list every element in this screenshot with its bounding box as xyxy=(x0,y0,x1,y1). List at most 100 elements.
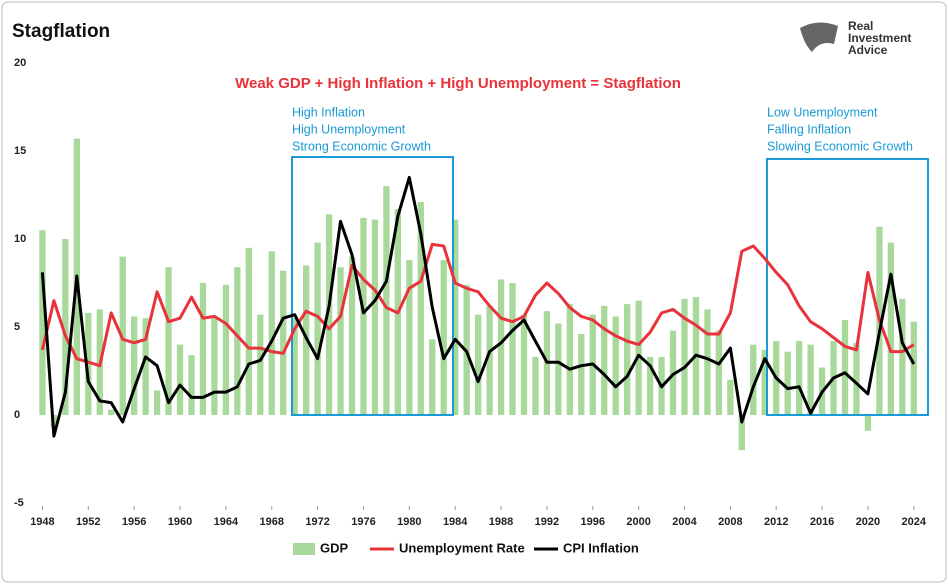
x-tick-label: 2016 xyxy=(810,516,834,528)
x-tick-label: 1956 xyxy=(122,516,146,528)
bar xyxy=(417,202,424,415)
bar xyxy=(578,334,585,415)
bar xyxy=(738,415,745,451)
bar xyxy=(486,305,493,415)
bar xyxy=(39,230,46,415)
y-tick-label: 10 xyxy=(14,233,26,245)
bar xyxy=(222,284,230,415)
bar xyxy=(887,242,895,415)
bar xyxy=(497,279,505,415)
annotation: Low Unemployment xyxy=(767,105,878,119)
legend-label: Unemployment Rate xyxy=(399,540,525,555)
bar xyxy=(910,321,917,415)
logo: Real Investment Advice xyxy=(800,19,911,57)
bar xyxy=(371,219,379,415)
x-tick-label: 1980 xyxy=(397,516,421,528)
bar xyxy=(325,214,333,415)
bar xyxy=(853,342,860,415)
line xyxy=(40,175,916,438)
line xyxy=(40,242,915,368)
x-tick-label: 2000 xyxy=(626,516,650,528)
bar xyxy=(257,314,264,415)
x-tick-label: 2012 xyxy=(764,516,788,528)
annotation: Falling Inflation xyxy=(767,122,851,136)
bar xyxy=(268,251,275,415)
x-tick-label: 1972 xyxy=(305,516,329,528)
bar xyxy=(864,415,872,431)
y-tick-label: 0 xyxy=(14,409,20,421)
x-tick-label: 1948 xyxy=(30,516,54,528)
bar xyxy=(108,409,115,415)
bar xyxy=(612,316,619,415)
bar xyxy=(234,267,241,415)
legend-label: CPI Inflation xyxy=(563,540,639,555)
x-tick-label: 1960 xyxy=(168,516,192,528)
brand-text: Real xyxy=(848,19,873,33)
bar xyxy=(153,390,161,415)
bar xyxy=(165,267,172,415)
bar xyxy=(761,349,768,415)
bar xyxy=(348,256,356,415)
brand-text: Advice xyxy=(848,43,888,57)
x-tick-label: 2020 xyxy=(856,516,880,528)
x-tick-label: 1992 xyxy=(535,516,559,528)
x-tick-label: 1984 xyxy=(443,516,468,528)
bar xyxy=(188,355,195,415)
x-tick-label: 1968 xyxy=(260,516,284,528)
x-tick-label: 1996 xyxy=(581,516,605,528)
bar xyxy=(784,351,791,415)
x-tick-label: 2004 xyxy=(672,516,697,528)
annotation: High Unemployment xyxy=(292,122,406,136)
annotation: High Inflation xyxy=(292,105,365,119)
annotation: Strong Economic Growth xyxy=(292,139,431,153)
bar xyxy=(509,283,516,415)
y-tick-label: -5 xyxy=(14,497,24,509)
chart-title: Stagflation xyxy=(12,21,110,42)
bar xyxy=(520,314,528,415)
bar xyxy=(245,247,252,415)
bar xyxy=(681,298,688,415)
bar xyxy=(899,298,906,415)
bar xyxy=(555,323,562,415)
bar xyxy=(750,344,757,415)
bar xyxy=(727,379,734,415)
bar xyxy=(715,330,723,415)
bar xyxy=(624,304,631,415)
highlight-box xyxy=(291,156,454,416)
bar xyxy=(176,344,184,415)
brand-text: Investment xyxy=(848,31,911,45)
x-tick-label: 2024 xyxy=(902,516,927,528)
x-tick-label: 1952 xyxy=(76,516,100,528)
bar xyxy=(280,270,287,415)
x-tick-label: 2008 xyxy=(718,516,742,528)
bar xyxy=(142,318,149,415)
bar xyxy=(314,242,321,415)
y-tick-label: 20 xyxy=(14,57,26,69)
legend-label: GDP xyxy=(320,540,349,555)
logo-mark xyxy=(800,22,838,52)
bar xyxy=(211,318,218,415)
y-tick-label: 15 xyxy=(14,145,26,157)
x-tick-label: 1964 xyxy=(214,516,239,528)
bar xyxy=(383,186,390,415)
subtitle: Weak GDP + High Inflation + High Unemplo… xyxy=(235,75,681,92)
bar xyxy=(440,260,447,415)
bar xyxy=(62,239,69,415)
bar xyxy=(795,341,803,415)
bar xyxy=(337,267,344,415)
bar xyxy=(452,219,459,415)
bar xyxy=(704,309,711,415)
bar xyxy=(291,318,298,415)
bar xyxy=(566,304,573,415)
x-tick-label: 1988 xyxy=(489,516,513,528)
y-tick-label: 5 xyxy=(14,321,20,333)
bar xyxy=(646,356,654,415)
legend-swatch xyxy=(293,543,315,555)
bar xyxy=(841,319,849,415)
x-tick-label: 1976 xyxy=(351,516,375,528)
bar xyxy=(131,316,138,415)
bar xyxy=(360,217,367,415)
bar xyxy=(532,356,539,415)
bar xyxy=(601,305,608,415)
